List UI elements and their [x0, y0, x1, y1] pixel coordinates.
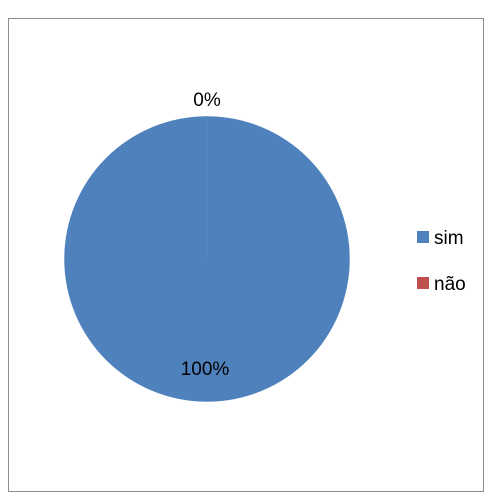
pie-slices [63, 115, 351, 403]
pie-data-labels: 100% 0% [181, 90, 230, 380]
legend-label-1: sim [434, 228, 464, 249]
legend-swatch-1 [417, 231, 429, 243]
legend: sim não [417, 228, 466, 295]
legend-label-2: não [434, 274, 466, 295]
data-label-sim: 100% [181, 359, 230, 380]
data-label-n-o: 0% [193, 90, 221, 111]
legend-swatch-2 [417, 277, 429, 289]
